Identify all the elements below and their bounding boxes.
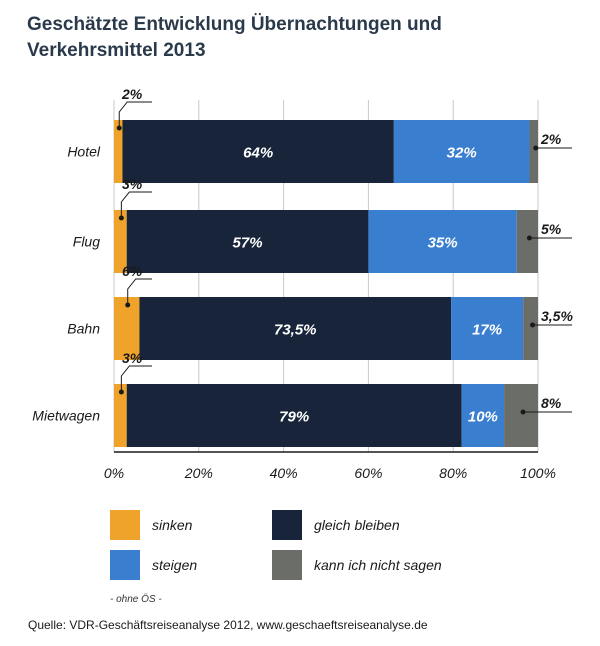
legend-item: kann ich nicht sagen [272,550,442,580]
data-label: 73,5% [274,322,317,339]
data-label: 3% [122,350,143,366]
legend-swatch [272,550,302,580]
callout-line [120,365,152,392]
bar-segment [504,384,538,447]
bar-segment [451,297,524,360]
chart-title: Geschätzte Entwicklung Übernachtungen un… [27,12,587,64]
x-tick-label: 80% [439,465,467,481]
bar-segment [393,120,530,183]
source-text: Quelle: VDR-Geschäftsreiseanalyse 2012, … [28,618,428,632]
bar-segment [114,384,127,447]
x-tick-label: 40% [270,465,298,481]
bar-segment [523,297,538,360]
legend-swatch [110,510,140,540]
legend-note: - ohne ÖS - [110,594,162,605]
bar-segment [368,210,517,273]
category-label: Hotel [67,144,101,160]
legend-label: gleich bleiben [314,517,400,533]
x-tick-label: 0% [104,465,124,481]
legend-label: steigen [152,557,198,573]
category-label: Bahn [67,321,100,337]
legend-label: sinken [152,517,193,533]
data-label: 6% [122,263,143,279]
x-tick-label: 100% [520,465,556,481]
data-label: 79% [279,409,309,426]
callout-line [118,101,152,128]
bar-segment [126,210,369,273]
callout-line [127,278,152,305]
data-label: 2% [540,131,562,147]
stacked-bar-chart: 0% 20% 40% 60% 80% 100% Hotel 64% 32% 2% 2% Flug 57%… [32,86,573,481]
data-label: 64% [243,145,273,162]
bar-segment [139,297,452,360]
data-label: 35% [428,235,458,252]
data-label: 8% [541,395,562,411]
legend-item: steigen [110,550,197,580]
legend-label: kann ich nicht sagen [314,557,442,573]
bar-segment [114,297,140,360]
title-line-1: Geschätzte Entwicklung Übernachtungen un… [27,14,442,35]
bar-segment [126,384,462,447]
data-label: 5% [541,221,562,237]
x-tick-label: 20% [184,465,213,481]
category-label: Flug [73,234,100,250]
legend-swatch [272,510,302,540]
legend-swatch [110,550,140,580]
bar-segment [114,210,127,273]
bar-segment [122,120,394,183]
bar-segment [516,210,538,273]
data-label: 2% [121,86,143,102]
x-tick-label: 60% [354,465,382,481]
category-label: Mietwagen [32,408,100,424]
data-label: 57% [233,235,263,252]
data-label: 3,5% [541,308,573,324]
bar-segment [461,384,505,447]
legend-item: gleich bleiben [272,510,400,540]
bar-segment [114,120,123,183]
data-label: 10% [468,409,498,426]
data-label: 3% [122,176,143,192]
data-label: 32% [447,145,477,162]
bar-segment [529,120,538,183]
title-line-2: Verkehrsmittel 2013 [27,40,206,61]
data-label: 17% [472,322,502,339]
legend-item: sinken [110,510,192,540]
callout-line [120,191,152,218]
